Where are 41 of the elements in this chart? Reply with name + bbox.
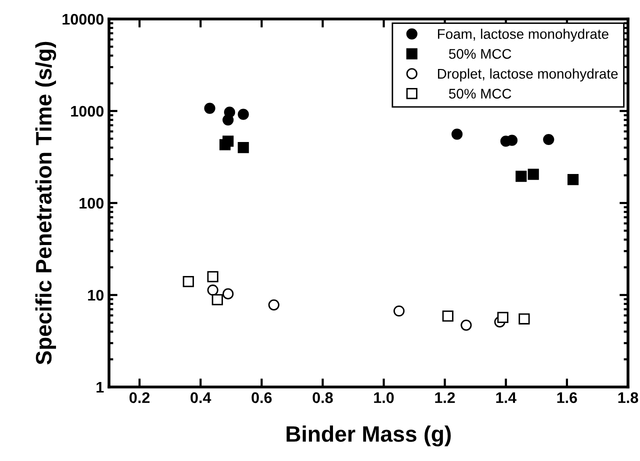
point bbox=[567, 174, 579, 186]
y-tick-label: 1000 bbox=[71, 106, 104, 117]
point bbox=[268, 299, 280, 310]
point bbox=[516, 170, 527, 182]
point bbox=[212, 294, 223, 306]
legend-label: 50% MCC bbox=[449, 48, 512, 59]
y-tick-label: 10 bbox=[88, 290, 104, 301]
y-tick-label: 1 bbox=[96, 382, 104, 393]
x-tick-label: 1.0 bbox=[374, 392, 394, 404]
legend-label: 50% MCC bbox=[449, 88, 512, 99]
x-tick-label: 1.4 bbox=[496, 392, 516, 403]
y-axis-title: Specific Penetration Time (s/g) bbox=[35, 42, 56, 365]
legend-label: Foam, lactose monohydrate bbox=[438, 28, 608, 42]
x-tick-label: 0.8 bbox=[312, 392, 333, 404]
point bbox=[222, 136, 234, 147]
point bbox=[182, 276, 194, 288]
point bbox=[238, 108, 249, 120]
point bbox=[497, 312, 508, 324]
x-tick-label: 1.8 bbox=[618, 392, 638, 404]
point bbox=[451, 128, 463, 140]
point bbox=[204, 102, 216, 114]
point bbox=[528, 168, 539, 180]
legend-label: Droplet, lactose monohydrate bbox=[438, 68, 618, 82]
x-tick-label: 0.4 bbox=[190, 392, 212, 404]
point bbox=[460, 320, 472, 331]
x-tick-label: 0.6 bbox=[252, 392, 272, 404]
x-tick-label: 1.6 bbox=[557, 392, 578, 404]
point bbox=[442, 310, 454, 322]
point bbox=[207, 284, 218, 296]
x-tick-label: 0.2 bbox=[130, 392, 150, 404]
point bbox=[518, 313, 530, 324]
point bbox=[393, 305, 405, 317]
y-tick-label: 100 bbox=[80, 198, 104, 209]
point bbox=[222, 288, 234, 300]
point bbox=[207, 271, 218, 282]
x-tick-label: 1.2 bbox=[435, 392, 455, 403]
point bbox=[543, 134, 554, 146]
point bbox=[238, 142, 249, 154]
y-tick-label: 10000 bbox=[62, 14, 104, 25]
x-axis-title: Binder Mass (g) bbox=[286, 426, 451, 446]
point bbox=[224, 106, 236, 118]
